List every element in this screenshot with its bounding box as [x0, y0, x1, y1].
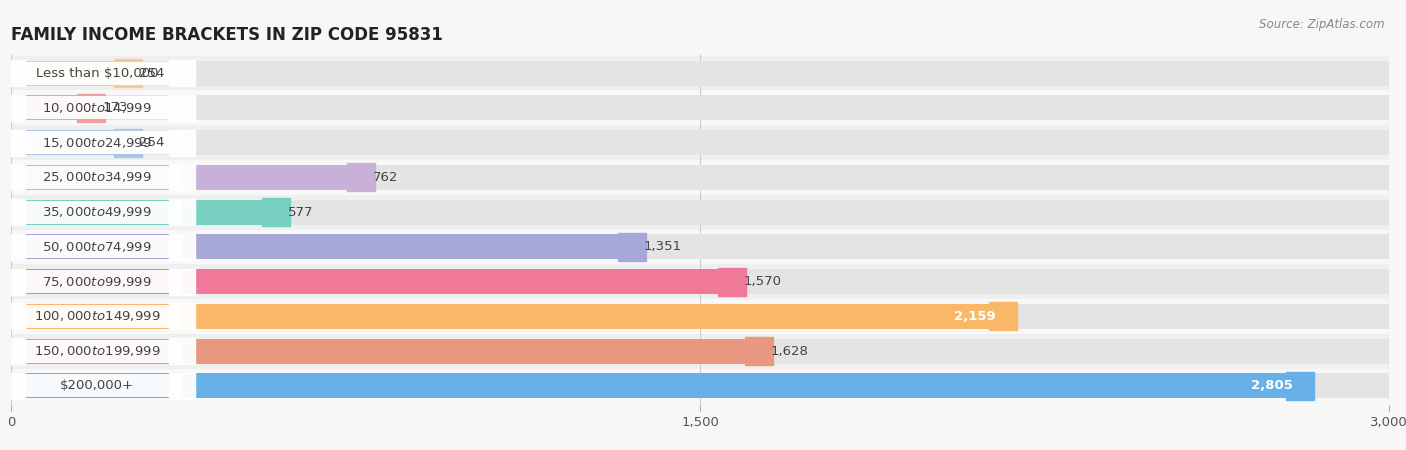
Text: 1,351: 1,351 — [643, 240, 682, 253]
Text: 2,805: 2,805 — [1251, 379, 1292, 392]
Text: 173: 173 — [103, 101, 128, 114]
Bar — [11, 195, 1389, 230]
Bar — [13, 201, 183, 224]
Bar — [13, 340, 183, 363]
Bar — [11, 61, 128, 86]
Bar — [13, 131, 183, 154]
Text: $200,000+: $200,000+ — [60, 379, 134, 392]
Bar — [11, 95, 91, 121]
Text: 254: 254 — [139, 67, 165, 80]
Text: $25,000 to $34,999: $25,000 to $34,999 — [42, 171, 152, 184]
Text: 762: 762 — [373, 171, 398, 184]
Bar — [11, 165, 1389, 190]
Text: $50,000 to $74,999: $50,000 to $74,999 — [42, 240, 152, 254]
Bar — [11, 200, 276, 225]
Text: FAMILY INCOME BRACKETS IN ZIP CODE 95831: FAMILY INCOME BRACKETS IN ZIP CODE 95831 — [11, 26, 443, 44]
Bar — [11, 61, 1389, 86]
Bar — [11, 334, 1389, 369]
Bar — [11, 130, 1389, 155]
Bar — [13, 62, 183, 85]
Bar — [13, 235, 183, 258]
Text: $75,000 to $99,999: $75,000 to $99,999 — [42, 274, 152, 288]
Bar — [11, 160, 1389, 195]
Text: $10,000 to $14,999: $10,000 to $14,999 — [42, 101, 152, 115]
Bar — [11, 125, 1389, 160]
Bar — [11, 338, 759, 364]
Bar — [11, 90, 1389, 125]
Bar — [11, 130, 128, 155]
Bar — [11, 269, 733, 294]
Text: $35,000 to $49,999: $35,000 to $49,999 — [42, 205, 152, 219]
Bar — [11, 299, 1389, 334]
Text: $100,000 to $149,999: $100,000 to $149,999 — [34, 310, 160, 324]
Text: 577: 577 — [288, 206, 314, 219]
Bar — [11, 230, 1389, 264]
Bar — [11, 338, 1389, 364]
Bar — [11, 374, 1389, 398]
Text: 254: 254 — [139, 136, 165, 149]
Text: Source: ZipAtlas.com: Source: ZipAtlas.com — [1260, 18, 1385, 31]
Bar — [11, 369, 1389, 403]
Bar — [11, 56, 1389, 90]
Bar — [11, 95, 1389, 121]
Bar — [11, 304, 1002, 329]
Bar — [11, 165, 361, 190]
Bar — [11, 234, 631, 259]
Text: Less than $10,000: Less than $10,000 — [37, 67, 159, 80]
Text: 1,570: 1,570 — [744, 275, 782, 288]
Bar — [11, 264, 1389, 299]
Bar — [13, 305, 183, 328]
Bar — [13, 166, 183, 189]
Bar — [13, 374, 183, 397]
Text: $15,000 to $24,999: $15,000 to $24,999 — [42, 135, 152, 149]
Text: 1,628: 1,628 — [770, 345, 808, 358]
Text: 2,159: 2,159 — [955, 310, 995, 323]
Bar — [13, 96, 183, 119]
Bar — [11, 269, 1389, 294]
Bar — [13, 270, 183, 293]
Text: $150,000 to $199,999: $150,000 to $199,999 — [34, 344, 160, 358]
Bar — [11, 200, 1389, 225]
Bar — [11, 304, 1389, 329]
Bar — [11, 374, 1299, 398]
Bar — [11, 234, 1389, 259]
